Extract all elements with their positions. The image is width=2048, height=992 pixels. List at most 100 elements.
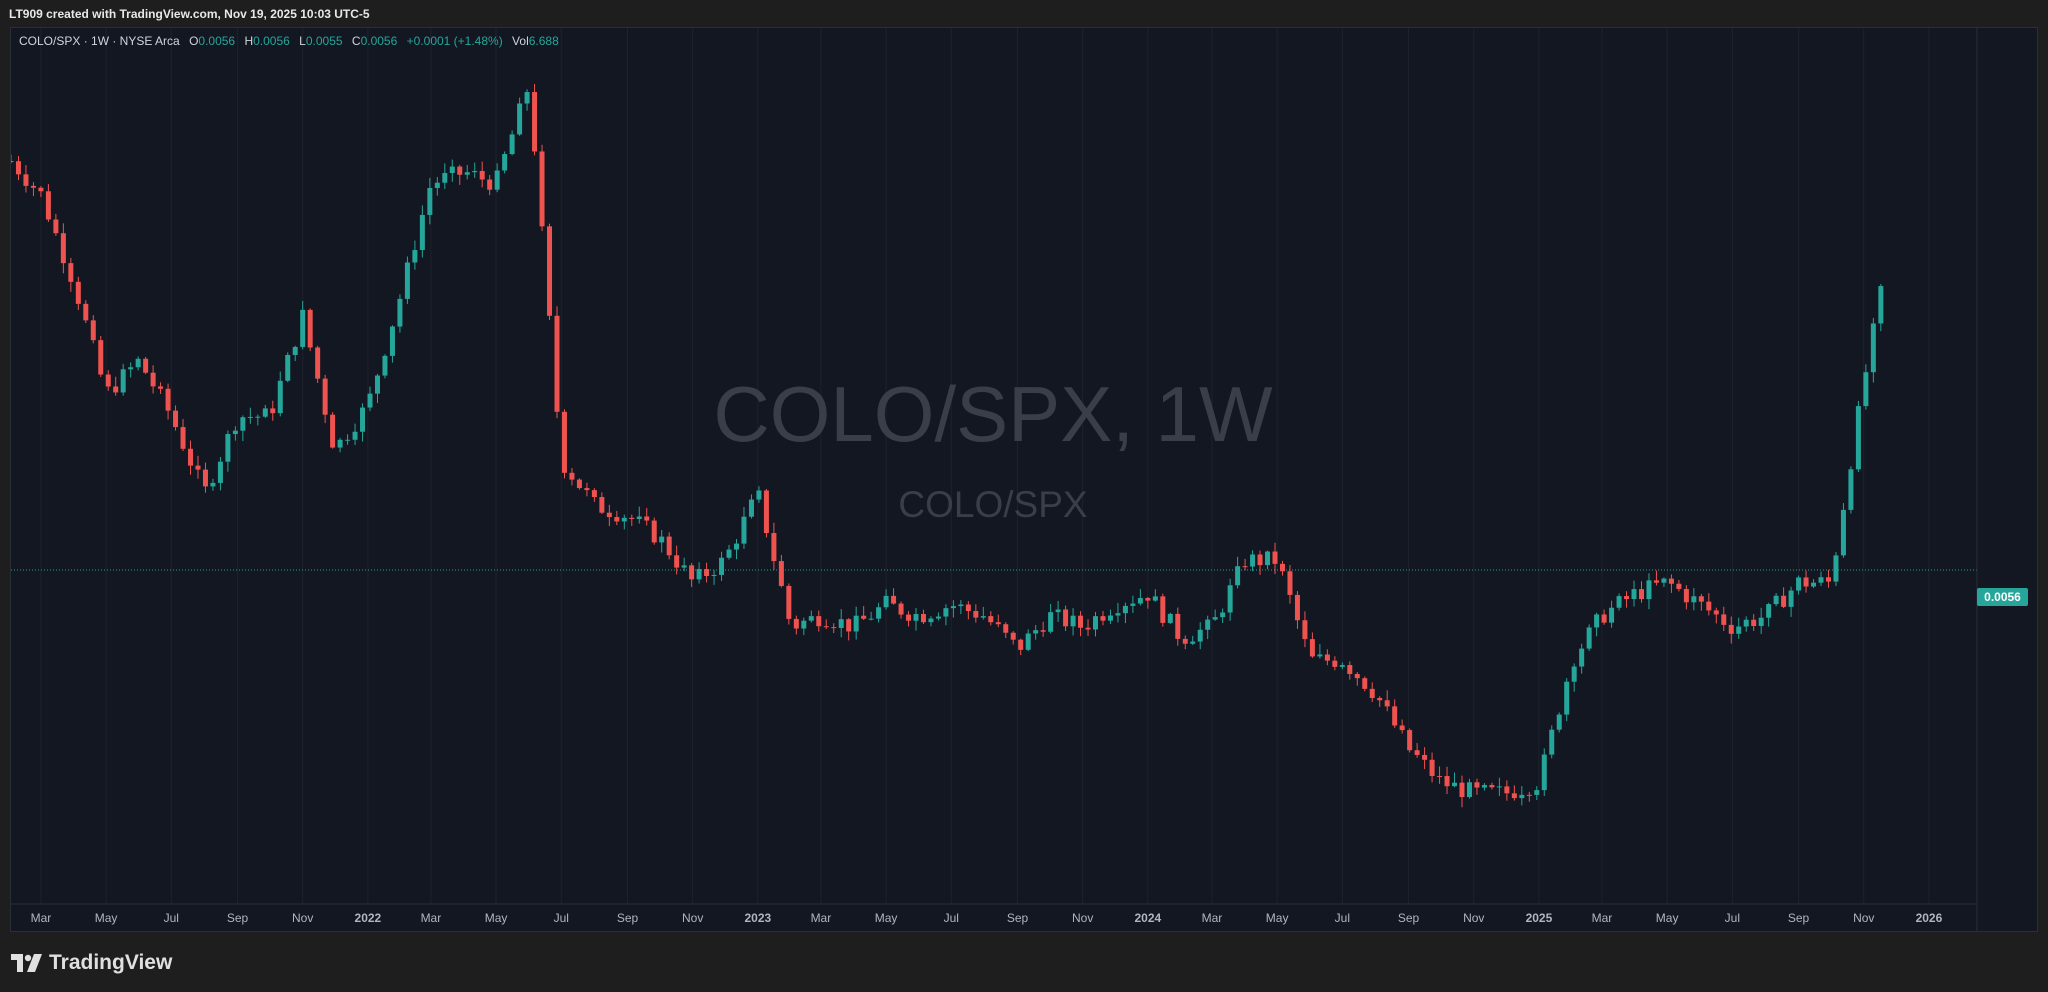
candle[interactable] [1093,611,1099,637]
candle[interactable] [1616,593,1622,611]
candle[interactable] [1220,608,1226,623]
candle[interactable] [1010,631,1016,645]
candle[interactable] [1429,752,1435,783]
candle[interactable] [1549,725,1555,759]
candle[interactable] [1265,550,1271,570]
candle[interactable] [1811,579,1817,588]
candle[interactable] [831,623,837,634]
candle[interactable] [711,570,717,585]
candle[interactable] [1130,595,1136,613]
candle[interactable] [1646,573,1652,610]
candle[interactable] [1197,622,1203,650]
candle[interactable] [1152,589,1158,602]
candle[interactable] [1205,615,1211,640]
candle[interactable] [472,162,478,178]
candle[interactable] [277,371,283,417]
candle[interactable] [644,507,650,526]
candle[interactable] [247,407,253,424]
candle[interactable] [823,619,829,630]
candle[interactable] [1324,649,1330,666]
candle[interactable] [906,611,912,627]
candle[interactable] [1137,589,1143,606]
candle[interactable] [449,159,455,182]
candle[interactable] [487,175,493,196]
candle[interactable] [674,545,680,575]
candle[interactable] [1534,786,1540,800]
candle[interactable] [1444,766,1450,795]
candle[interactable] [1609,600,1615,628]
candle[interactable] [1003,622,1009,639]
candle[interactable] [240,415,246,442]
candle[interactable] [1594,612,1600,637]
candle[interactable] [1825,569,1831,588]
candle[interactable] [756,486,762,503]
candle[interactable] [801,617,807,636]
candle[interactable] [1354,672,1360,686]
candle[interactable] [1736,617,1742,639]
candle[interactable] [1706,593,1712,616]
candle[interactable] [337,437,343,453]
candle[interactable] [404,256,410,304]
candle[interactable] [1541,748,1547,796]
candle[interactable] [913,607,919,631]
candle[interactable] [1624,591,1630,608]
candle[interactable] [1167,612,1173,625]
candle[interactable] [255,414,261,426]
candle[interactable] [68,257,74,292]
candle[interactable] [1818,571,1824,586]
candle[interactable] [1339,662,1345,670]
candle[interactable] [606,504,612,527]
candle[interactable] [434,177,440,196]
candle[interactable] [90,315,96,344]
candle[interactable] [1212,609,1218,621]
candle[interactable] [1668,574,1674,593]
candle[interactable] [427,177,433,225]
candle[interactable] [1586,624,1592,651]
candle[interactable] [1190,635,1196,646]
candle[interactable] [876,602,882,623]
candle[interactable] [1437,766,1443,784]
candle[interactable] [651,517,657,545]
candle[interactable] [120,363,126,396]
candle[interactable] [950,600,956,618]
candle[interactable] [1242,558,1248,571]
candle[interactable] [891,588,897,605]
candle[interactable] [1728,616,1734,644]
candle[interactable] [816,610,822,632]
candle[interactable] [1025,629,1031,652]
candle[interactable] [741,506,747,549]
candle[interactable] [1250,550,1256,572]
candle[interactable] [1287,565,1293,604]
candle[interactable] [973,604,979,623]
candle[interactable] [838,609,844,638]
candle[interactable] [554,306,560,419]
candle[interactable] [389,325,395,363]
candle[interactable] [270,400,276,421]
candle[interactable] [98,336,104,378]
candle[interactable] [599,492,605,515]
candle[interactable] [285,352,291,383]
candle[interactable] [1227,578,1233,621]
candle[interactable] [1773,593,1779,607]
candle[interactable] [532,84,538,156]
candle[interactable] [479,161,485,188]
candle[interactable] [1556,712,1562,733]
candle[interactable] [382,354,388,379]
candle[interactable] [1661,577,1667,587]
tradingview-branding[interactable]: TradingView [11,950,172,976]
candle[interactable] [1781,587,1787,609]
candle[interactable] [150,365,156,394]
candle[interactable] [1855,400,1861,472]
candle[interactable] [11,154,14,164]
candle[interactable] [217,456,223,491]
candle[interactable] [561,409,567,479]
candle[interactable] [1257,550,1263,575]
candle[interactable] [419,205,425,258]
candle[interactable] [591,488,597,502]
candle[interactable] [1414,743,1420,758]
candle[interactable] [225,430,231,472]
candle[interactable] [1511,785,1517,801]
candle[interactable] [60,223,66,274]
candle[interactable] [1504,780,1510,801]
candle[interactable] [307,308,313,352]
